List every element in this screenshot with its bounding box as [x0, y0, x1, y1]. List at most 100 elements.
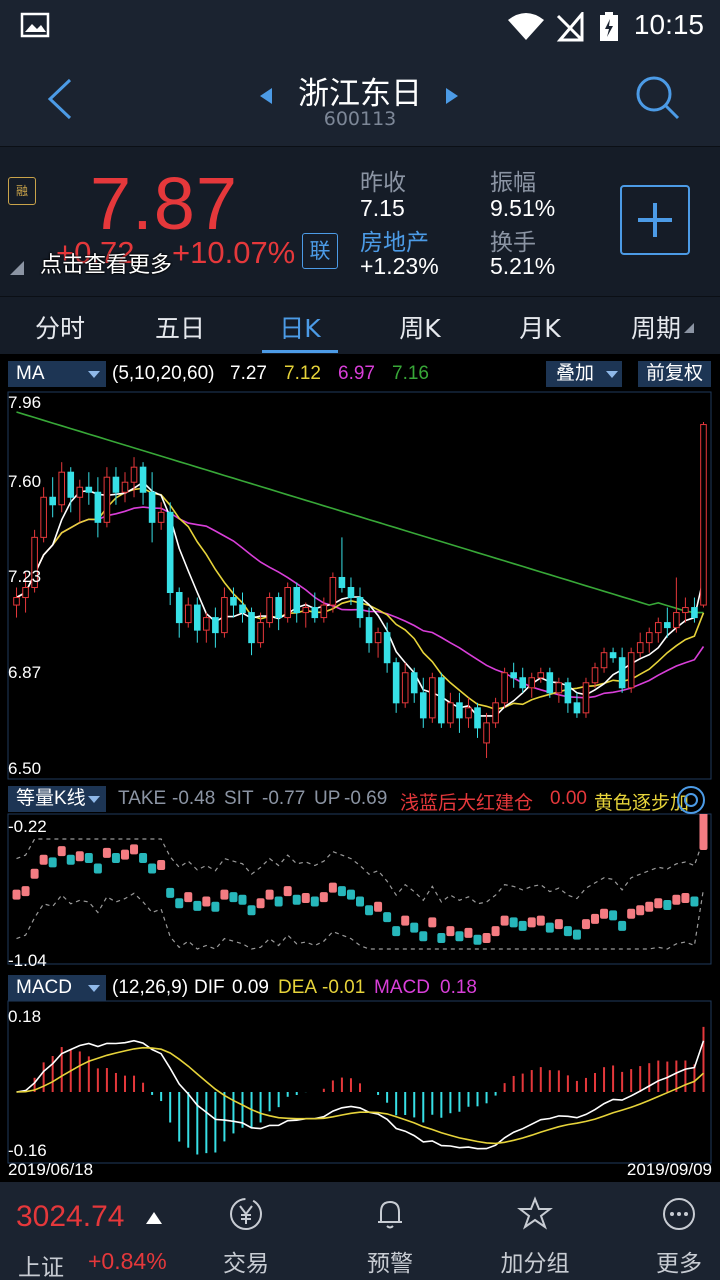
macd-selector[interactable]: MACD [8, 975, 106, 1001]
overlay-button[interactable]: 叠加 [546, 361, 622, 387]
add-watchlist-button[interactable] [620, 185, 690, 255]
volume-selector-label: 等量K线 [16, 788, 86, 809]
price-axis-tick: 7.60 [8, 472, 41, 491]
candle-body [22, 587, 29, 599]
price-axis-tick: 6.87 [8, 663, 41, 682]
candle-body [13, 597, 20, 606]
tab-weekly-k[interactable]: 周K [399, 314, 441, 343]
signal-dot [374, 901, 383, 912]
tab-daily-k[interactable]: 日K [279, 314, 321, 343]
price-change: +0.72 [56, 235, 135, 270]
ma10-value: 7.12 [284, 363, 321, 384]
signal-dot [193, 900, 202, 911]
bell-icon [378, 1200, 402, 1229]
signal-dot [238, 894, 247, 905]
candle-body [673, 612, 680, 629]
candle-body [175, 592, 183, 624]
ma-selector[interactable]: MA [8, 361, 106, 387]
signal-dot [401, 915, 410, 926]
macd-params: (12,26,9) [112, 977, 189, 998]
bottom-bar: 3024.74 上证 +0.84% 交易 预警 加分组 更多 [0, 1182, 720, 1280]
nav-more[interactable]: 更多 [629, 1196, 720, 1278]
tab-intraday[interactable]: 分时 [34, 314, 85, 343]
candle-body [338, 576, 346, 589]
signal-dot [356, 896, 364, 907]
more-info-tip[interactable]: 点击查看更多 [40, 253, 173, 278]
clock: 10:15 [633, 9, 704, 40]
candle-body [365, 617, 373, 644]
signal-dot [627, 908, 636, 919]
yellow-text: 黄色逐步加 [594, 793, 690, 814]
index-name: 上证 [18, 1255, 64, 1280]
candle-body [139, 466, 147, 493]
dif-line [16, 1039, 705, 1150]
candle-body [302, 607, 310, 614]
up-value: -0.69 [344, 788, 388, 809]
signal-dot [581, 919, 590, 930]
signal-dot [175, 898, 184, 909]
prev-stock-icon[interactable] [258, 86, 274, 106]
macd-indicator-bar: MACD (12,26,9) DIF 0.09 DEA -0.01 MACD 0… [0, 972, 720, 1002]
candle-body [374, 632, 382, 644]
indicator-settings-icon[interactable] [676, 785, 706, 815]
candle-body [700, 424, 707, 606]
nav-trade[interactable]: 交易 [196, 1196, 296, 1278]
volume-selector[interactable]: 等量K线 [8, 786, 106, 812]
tab-five-day[interactable]: 五日 [154, 314, 205, 343]
quote-panel[interactable]: 融 7.87 +0.72 +10.07% 点击查看更多 联 昨收 7.15 房地… [0, 146, 720, 296]
signal-dot [283, 886, 292, 897]
nav-add-group-label: 加分组 [500, 1251, 570, 1277]
vol-axis-tick: -0.22 [8, 817, 47, 836]
tab-monthly-k[interactable]: 月K [519, 314, 561, 343]
candle-body [564, 682, 572, 704]
search-icon[interactable] [634, 74, 682, 122]
plus-icon [638, 203, 672, 237]
dea-line [16, 1046, 705, 1145]
candle-body [600, 652, 608, 669]
signal-dot [184, 892, 193, 903]
candle-body [483, 722, 490, 744]
candle-body [58, 471, 66, 506]
candle-body [618, 657, 626, 689]
sector-change: +1.23% [360, 253, 439, 279]
signal-dot [536, 915, 545, 926]
signal-dot [446, 926, 455, 937]
signal-dot [392, 926, 401, 937]
amplitude-label: 振幅 [490, 170, 536, 196]
candle-body [492, 702, 499, 724]
nav-alert[interactable]: 预警 [340, 1196, 440, 1278]
back-icon[interactable] [42, 76, 78, 122]
signal-dot [247, 905, 256, 916]
signal-dot [157, 860, 166, 870]
signal-text: 浅蓝后大红建仓 [400, 793, 534, 814]
candle-body [257, 622, 264, 644]
next-stock-icon[interactable] [444, 86, 460, 106]
signal-dot [491, 926, 500, 937]
signal-dot [428, 917, 437, 928]
battery-charging-icon [600, 12, 618, 41]
candle-body [438, 677, 445, 724]
nav-add-group[interactable]: 加分组 [485, 1196, 585, 1278]
date-end: 2019/09/09 [627, 1160, 712, 1179]
kline-chart-area[interactable]: 7.96 7.60 7.23 6.87 6.50 -0.22 -1.04 0.1… [0, 356, 720, 1180]
kline-chart[interactable]: 7.96 7.60 7.23 6.87 6.50 -0.22 -1.04 0.1… [0, 356, 720, 1180]
tab-period[interactable]: 周期 [630, 314, 681, 343]
ma-params: (5,10,20,60) [112, 363, 215, 384]
candle-body [401, 672, 409, 704]
amplitude-value: 9.51% [490, 195, 556, 221]
star-icon [517, 1196, 553, 1230]
sector-label[interactable]: 房地产 [360, 230, 429, 256]
dif-value: 0.09 [232, 977, 269, 998]
volume-panel-frame [7, 813, 712, 965]
signal-dot [256, 898, 265, 909]
price-panel-frame [7, 391, 712, 780]
linked-button[interactable]: 联 [302, 233, 338, 269]
index-value[interactable]: 3024.74 [16, 1200, 125, 1233]
signal-dot [383, 912, 392, 923]
index-change: +0.84% [88, 1248, 167, 1274]
adjust-button[interactable]: 前复权 [638, 361, 712, 387]
chevron-down-icon [88, 796, 100, 803]
ma60-value: 7.16 [392, 363, 429, 384]
expand-up-icon[interactable] [146, 1212, 162, 1224]
up-label: UP [314, 788, 341, 809]
